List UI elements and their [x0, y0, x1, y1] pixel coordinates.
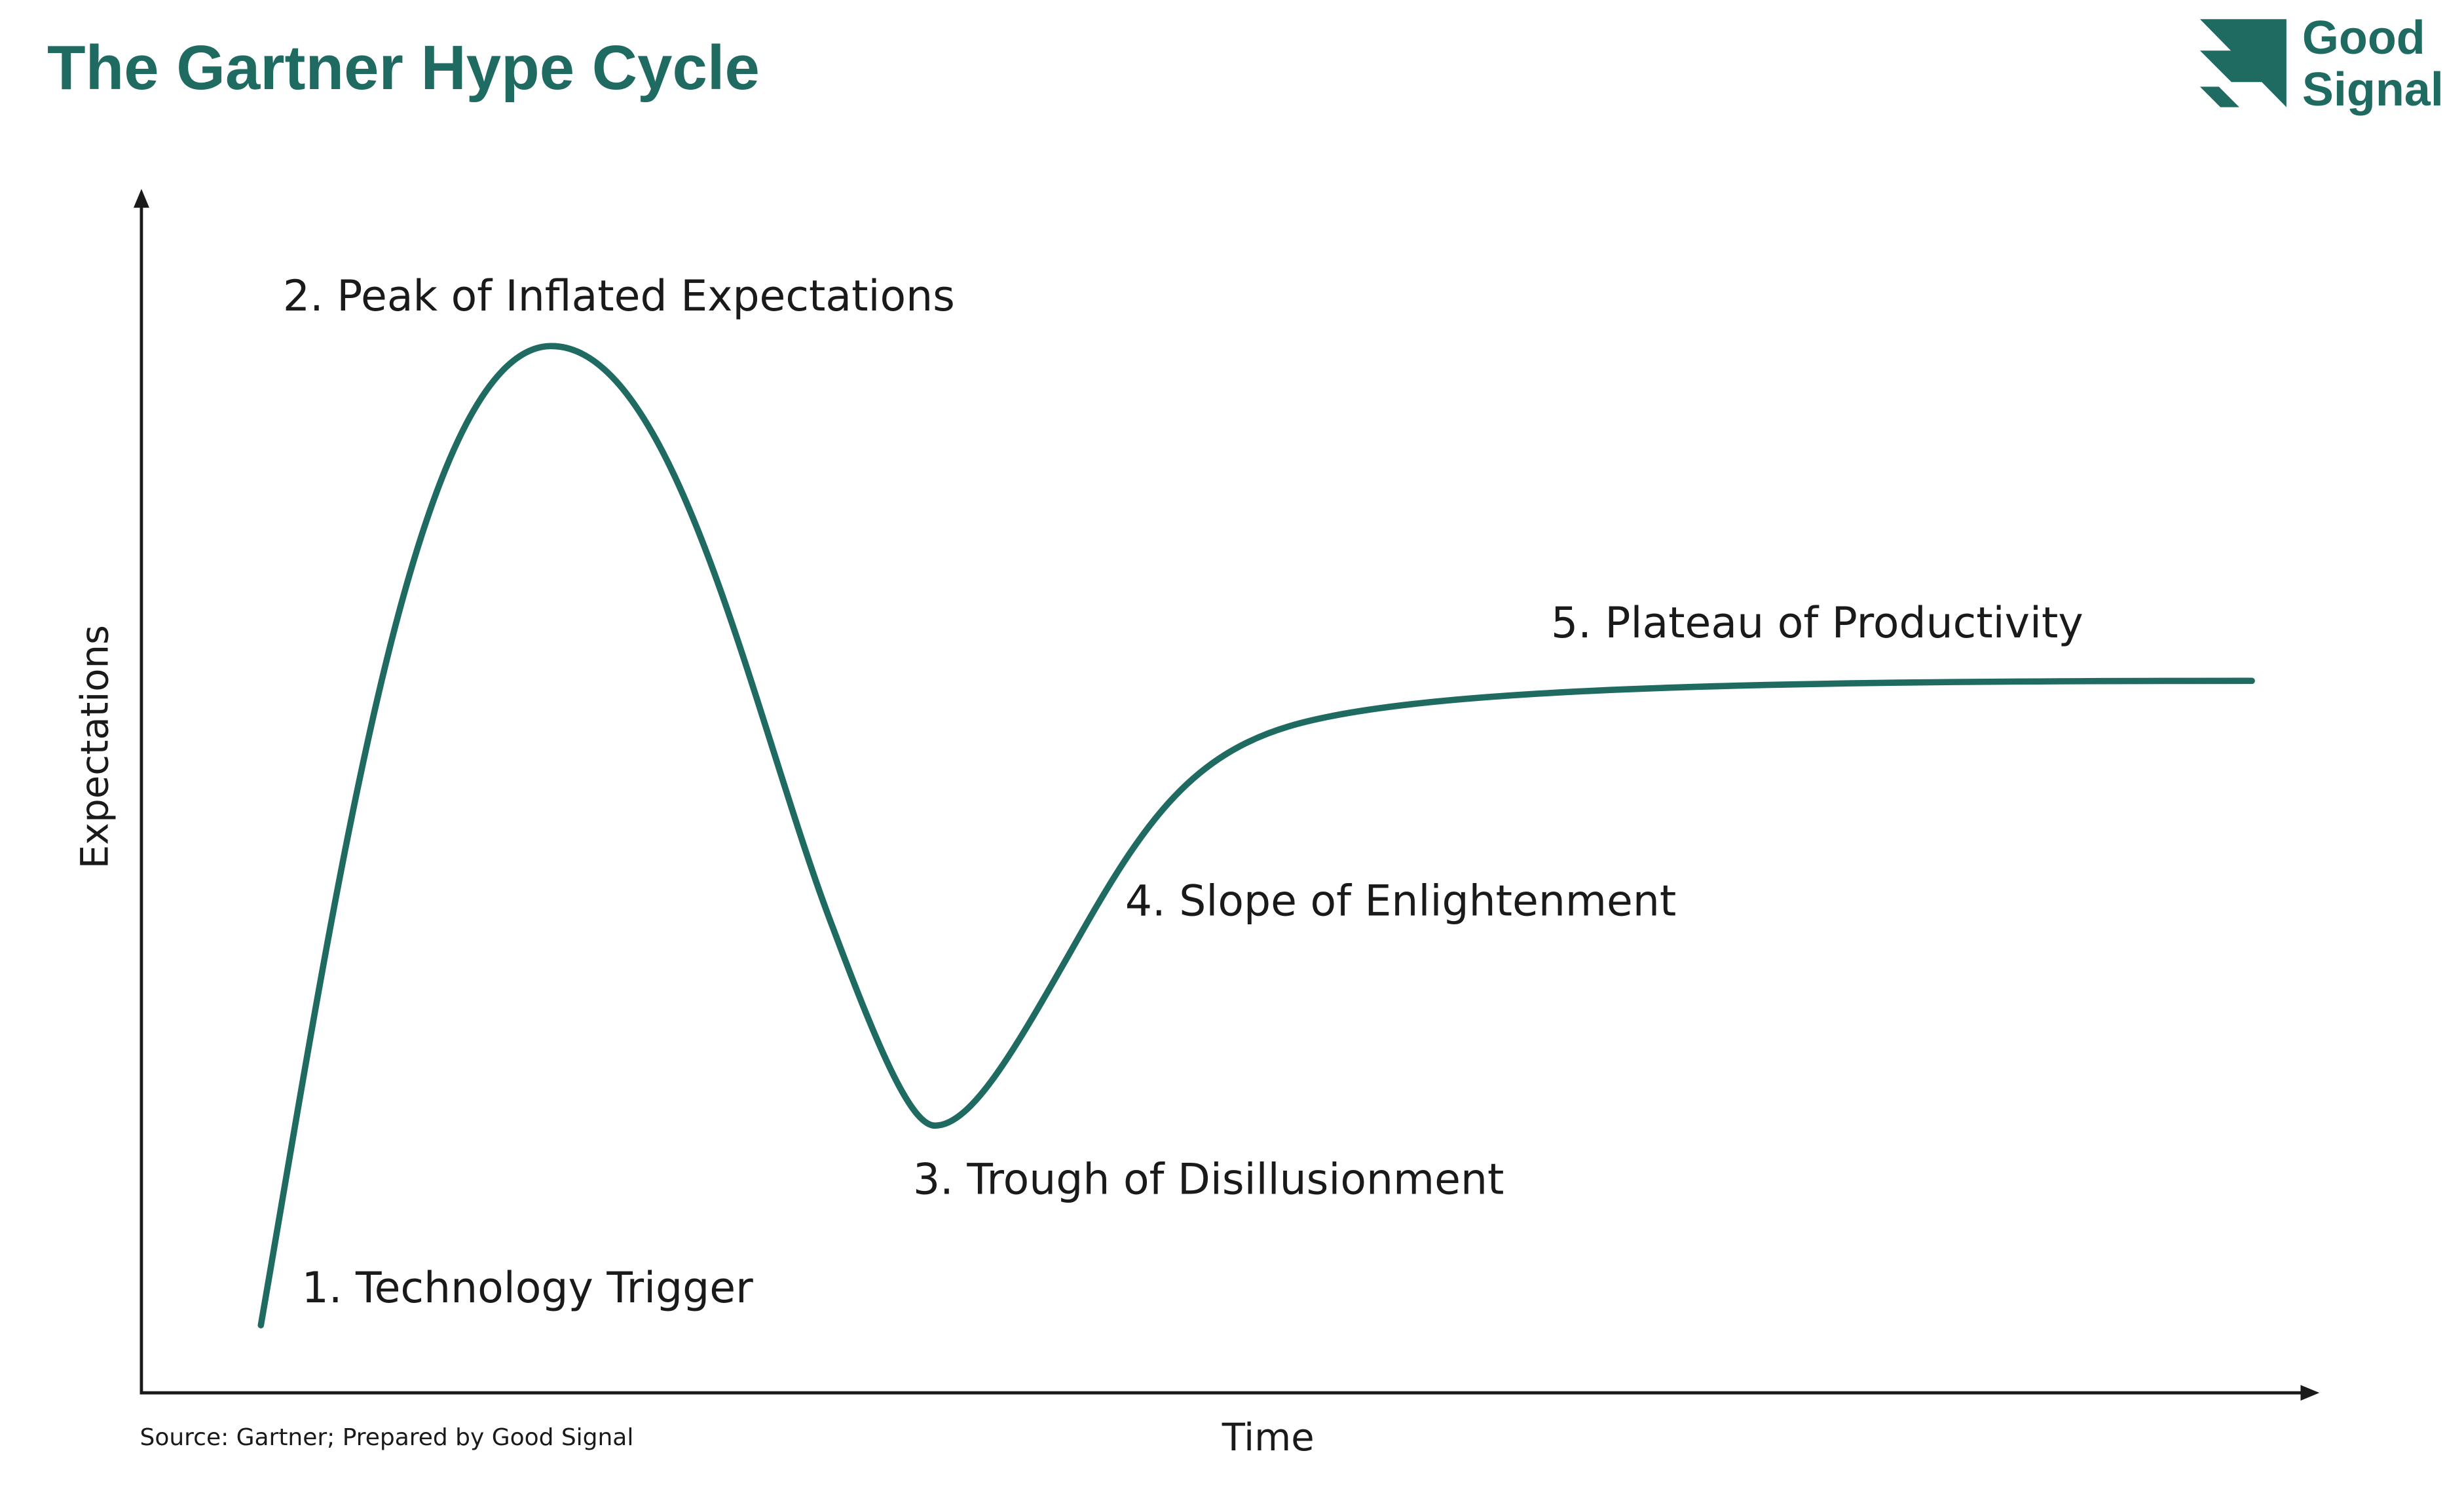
title: The Gartner Hype Cycle — [47, 33, 760, 103]
logo-mark — [2199, 50, 2263, 83]
stage-label: 3. Trough of Disillusionment — [913, 1155, 1504, 1204]
logo: Good Signal — [2199, 12, 2444, 116]
source-note: Source: Gartner; Prepared by Good Signal — [140, 1424, 634, 1451]
stage-label: 5. Plateau of Productivity — [1551, 599, 2083, 648]
y-axis-label: Expectations — [73, 625, 117, 869]
hype-curve — [257, 343, 2255, 1329]
logo-text: Good — [2302, 12, 2425, 64]
x-arrow — [2300, 1385, 2320, 1401]
x-axis-label: Time — [1222, 1416, 1315, 1460]
logo-mark — [2199, 86, 2239, 107]
stage-label: 2. Peak of Inflated Expectations — [283, 272, 955, 321]
stage-label: 1. Technology Trigger — [302, 1264, 753, 1313]
stage-label: 4. Slope of Enlightenment — [1125, 877, 1676, 926]
logo-text: Signal — [2302, 64, 2444, 116]
y-arrow — [133, 189, 149, 208]
